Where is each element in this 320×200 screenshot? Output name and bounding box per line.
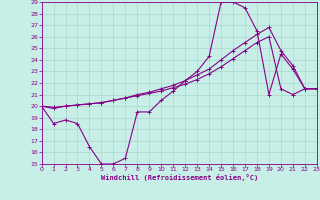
X-axis label: Windchill (Refroidissement éolien,°C): Windchill (Refroidissement éolien,°C) — [100, 174, 258, 181]
